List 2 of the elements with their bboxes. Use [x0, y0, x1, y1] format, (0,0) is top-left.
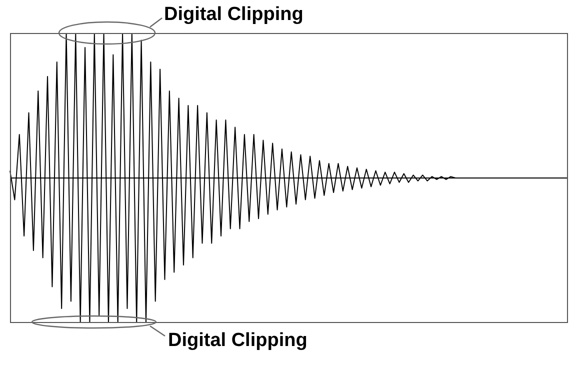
text: Digital Clipping	[168, 330, 308, 352]
text: Digital Clipping	[164, 4, 304, 26]
